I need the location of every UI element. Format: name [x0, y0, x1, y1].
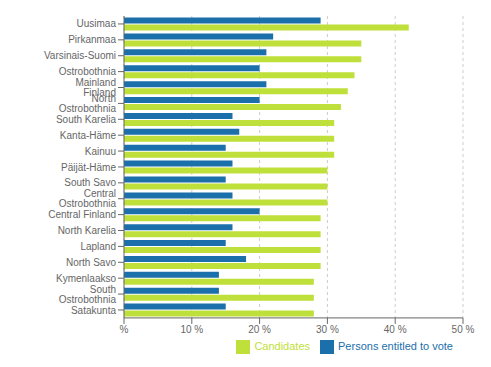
svg-text:Kanta-Häme: Kanta-Häme [60, 130, 117, 141]
svg-text:40 %: 40 % [384, 324, 407, 335]
svg-text:50 %: 50 % [452, 324, 475, 335]
svg-text:North Savo: North Savo [66, 257, 116, 268]
svg-text:Ostrobothnia: Ostrobothnia [59, 66, 117, 77]
svg-text:Satakunta: Satakunta [71, 305, 116, 316]
svg-text:10 %: 10 % [180, 324, 203, 335]
svg-text:30 %: 30 % [316, 324, 339, 335]
svg-text:South Savo: South Savo [64, 177, 116, 188]
svg-text:Kymenlaakso: Kymenlaakso [56, 273, 116, 284]
svg-text:SouthOstrobothnia: SouthOstrobothnia [59, 284, 117, 305]
svg-text:20 %: 20 % [248, 324, 271, 335]
svg-text:South Karelia: South Karelia [56, 114, 116, 125]
svg-text:Central Finland: Central Finland [48, 209, 116, 220]
svg-text:North Karelia: North Karelia [58, 225, 117, 236]
svg-text:Päijät-Häme: Päijät-Häme [61, 162, 116, 173]
svg-text:Uusimaa: Uusimaa [77, 18, 117, 29]
svg-text:Varsinais-Suomi: Varsinais-Suomi [44, 50, 116, 61]
svg-text:NorthOstrobothnia: NorthOstrobothnia [59, 93, 117, 114]
svg-text:Pirkanmaa: Pirkanmaa [68, 34, 116, 45]
svg-text:Lapland: Lapland [80, 241, 116, 252]
svg-text:Kainuu: Kainuu [85, 146, 116, 157]
svg-text:%: % [120, 324, 129, 335]
svg-text:CentralOstrobothnia: CentralOstrobothnia [59, 188, 117, 209]
